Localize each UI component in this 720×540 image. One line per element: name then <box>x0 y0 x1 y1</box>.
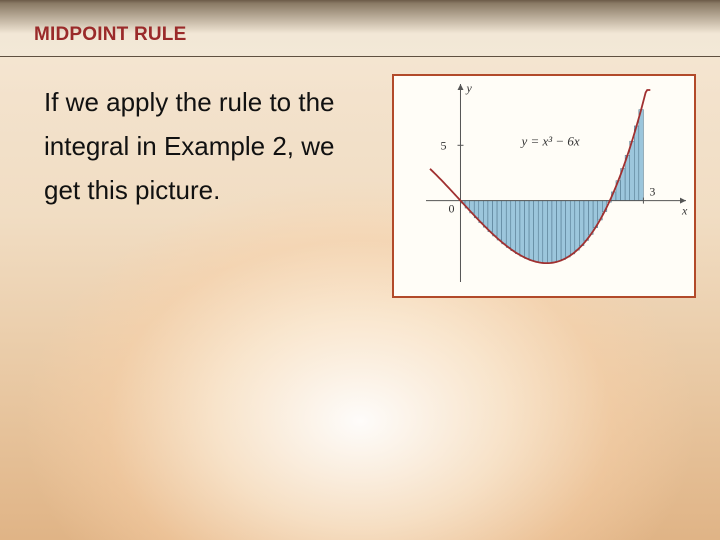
svg-text:x: x <box>681 204 688 218</box>
header-bar: MIDPOINT RULE <box>0 0 720 57</box>
svg-text:3: 3 <box>649 185 655 199</box>
slide: MIDPOINT RULE If we apply the rule to th… <box>0 0 720 540</box>
svg-text:y: y <box>465 81 472 95</box>
svg-text:0: 0 <box>448 202 454 216</box>
slide-title: MIDPOINT RULE <box>34 24 187 46</box>
svg-text:y = x³ − 6x: y = x³ − 6x <box>519 133 579 148</box>
chart-frame: 3 5 0 x y y = x³ − 6x <box>392 74 696 298</box>
svg-text:5: 5 <box>440 138 446 152</box>
body-text: If we apply the rule to the integral in … <box>44 80 364 212</box>
midpoint-chart: 3 5 0 x y y = x³ − 6x <box>394 76 694 296</box>
